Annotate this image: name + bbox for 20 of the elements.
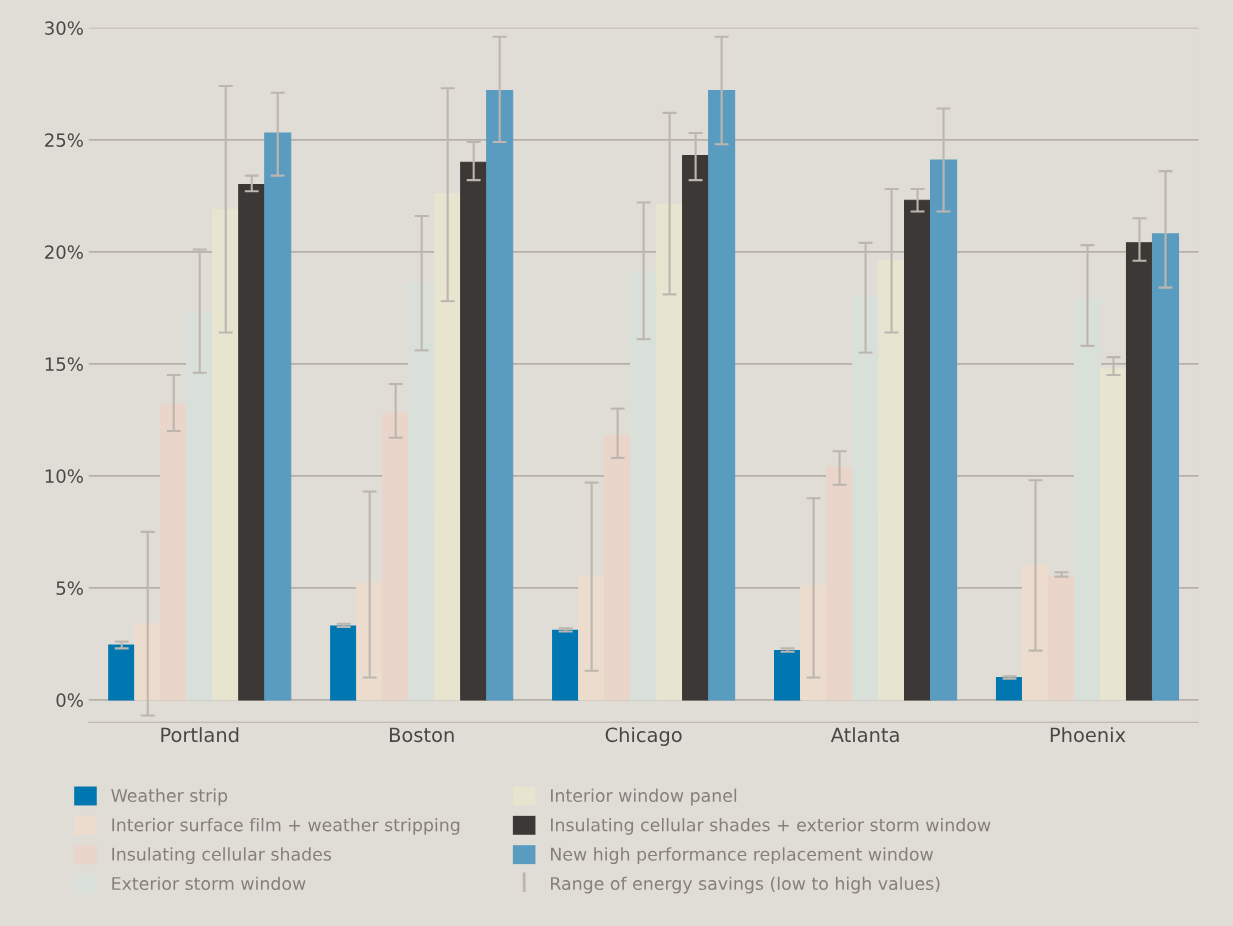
- y-tick-label: 20%: [45, 245, 83, 259]
- legend-label: Weather strip: [111, 788, 228, 806]
- y-tick-label: 25%: [45, 133, 83, 147]
- y-tick-label: 10%: [45, 469, 83, 483]
- x-tick-label: Boston: [389, 727, 454, 743]
- legend-label: Interior window panel: [551, 788, 737, 806]
- y-tick-label: 0%: [56, 693, 83, 707]
- x-tick-label: Chicago: [605, 727, 682, 746]
- legend-label: Interior surface film + weather stripping: [112, 817, 460, 835]
- legend-label: Insulating cellular shades + exterior storm window: [551, 817, 991, 835]
- x-tick-label: Atlanta: [830, 727, 899, 743]
- y-tick-label: 15%: [45, 357, 83, 371]
- x-tick-label: Phoenix: [1050, 727, 1126, 743]
- legend-label: Exterior storm window: [112, 876, 306, 891]
- text: Range of energy savings (low to high values): [551, 876, 940, 894]
- y-tick-label: 5%: [56, 581, 83, 595]
- legend-label: New high performance replacement window: [551, 847, 933, 865]
- y-tick-label: 30%: [45, 21, 83, 35]
- x-tick-label: Portland: [161, 727, 239, 743]
- legend-label: Insulating cellular shades: [112, 847, 332, 865]
